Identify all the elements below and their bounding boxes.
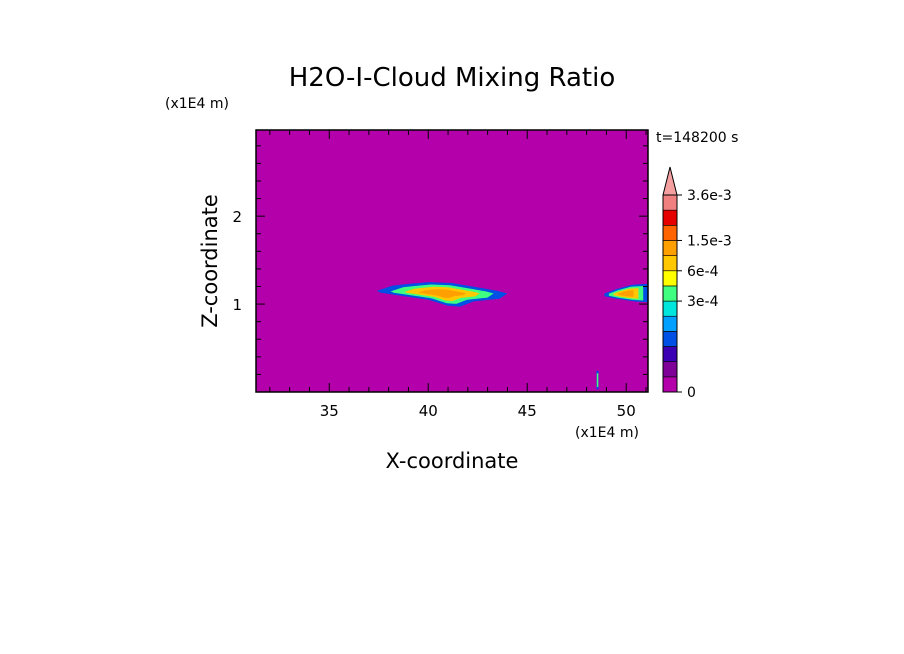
y-unit-label: (x1E4 m): [165, 96, 229, 112]
colorbar-segment: [662, 376, 678, 393]
colorbar-tick-label: 6e-4: [687, 264, 719, 280]
x-axis: 35 40 45 50: [269, 130, 647, 420]
colorbar-segment: [662, 194, 678, 211]
x-tick-label: 35: [320, 402, 339, 420]
x-tick-label: 45: [518, 402, 537, 420]
colorbar-tick-label: 1.5e-3: [687, 233, 732, 249]
colorbar-segment: [662, 270, 678, 287]
y-axis-label: Z-coordinate: [198, 194, 222, 328]
x-axis-label: X-coordinate: [386, 449, 519, 473]
colorbar-segment: [662, 315, 678, 332]
y-axis: 12: [232, 145, 648, 375]
colorbar-segment: [662, 300, 678, 317]
colorbar-segment: [662, 346, 678, 362]
colorbar-extend-arrow: [662, 166, 678, 196]
colorbar-segment: [662, 225, 678, 241]
x-tick-label: 50: [617, 402, 636, 420]
y-tick-label: 2: [232, 208, 242, 226]
colorbar-segment: [662, 331, 678, 347]
colorbar-segment: [662, 361, 678, 378]
cloud-contour-1-3: [617, 290, 634, 297]
x-unit-label: (x1E4 m): [575, 425, 639, 441]
chart-title: H2O-I-Cloud Mixing Ratio: [289, 63, 616, 93]
plot-background: [256, 130, 648, 392]
colorbar-segment: [662, 209, 678, 226]
colorbar-tick-label: 3e-4: [687, 294, 719, 310]
colorbar-segment: [662, 240, 678, 256]
plot-area: [255, 129, 649, 393]
colorbar: 0 3e-4 6e-4 1.5e-3 3.6e-3: [662, 166, 732, 401]
colorbar-segment: [662, 255, 678, 272]
plot-frame: [255, 129, 649, 393]
colorbar-frame: [662, 194, 678, 393]
colorbar-tick-label: 3.6e-3: [687, 188, 732, 204]
y-tick-label: 1: [232, 296, 242, 314]
time-label: t=148200 s: [656, 130, 738, 146]
cloud-contour-0-3: [418, 289, 466, 299]
x-tick-label: 40: [419, 402, 438, 420]
colorbar-segment: [662, 285, 678, 302]
cloud-contour-2-1: [596, 373, 599, 387]
colorbar-tick-label: 0: [687, 385, 696, 401]
